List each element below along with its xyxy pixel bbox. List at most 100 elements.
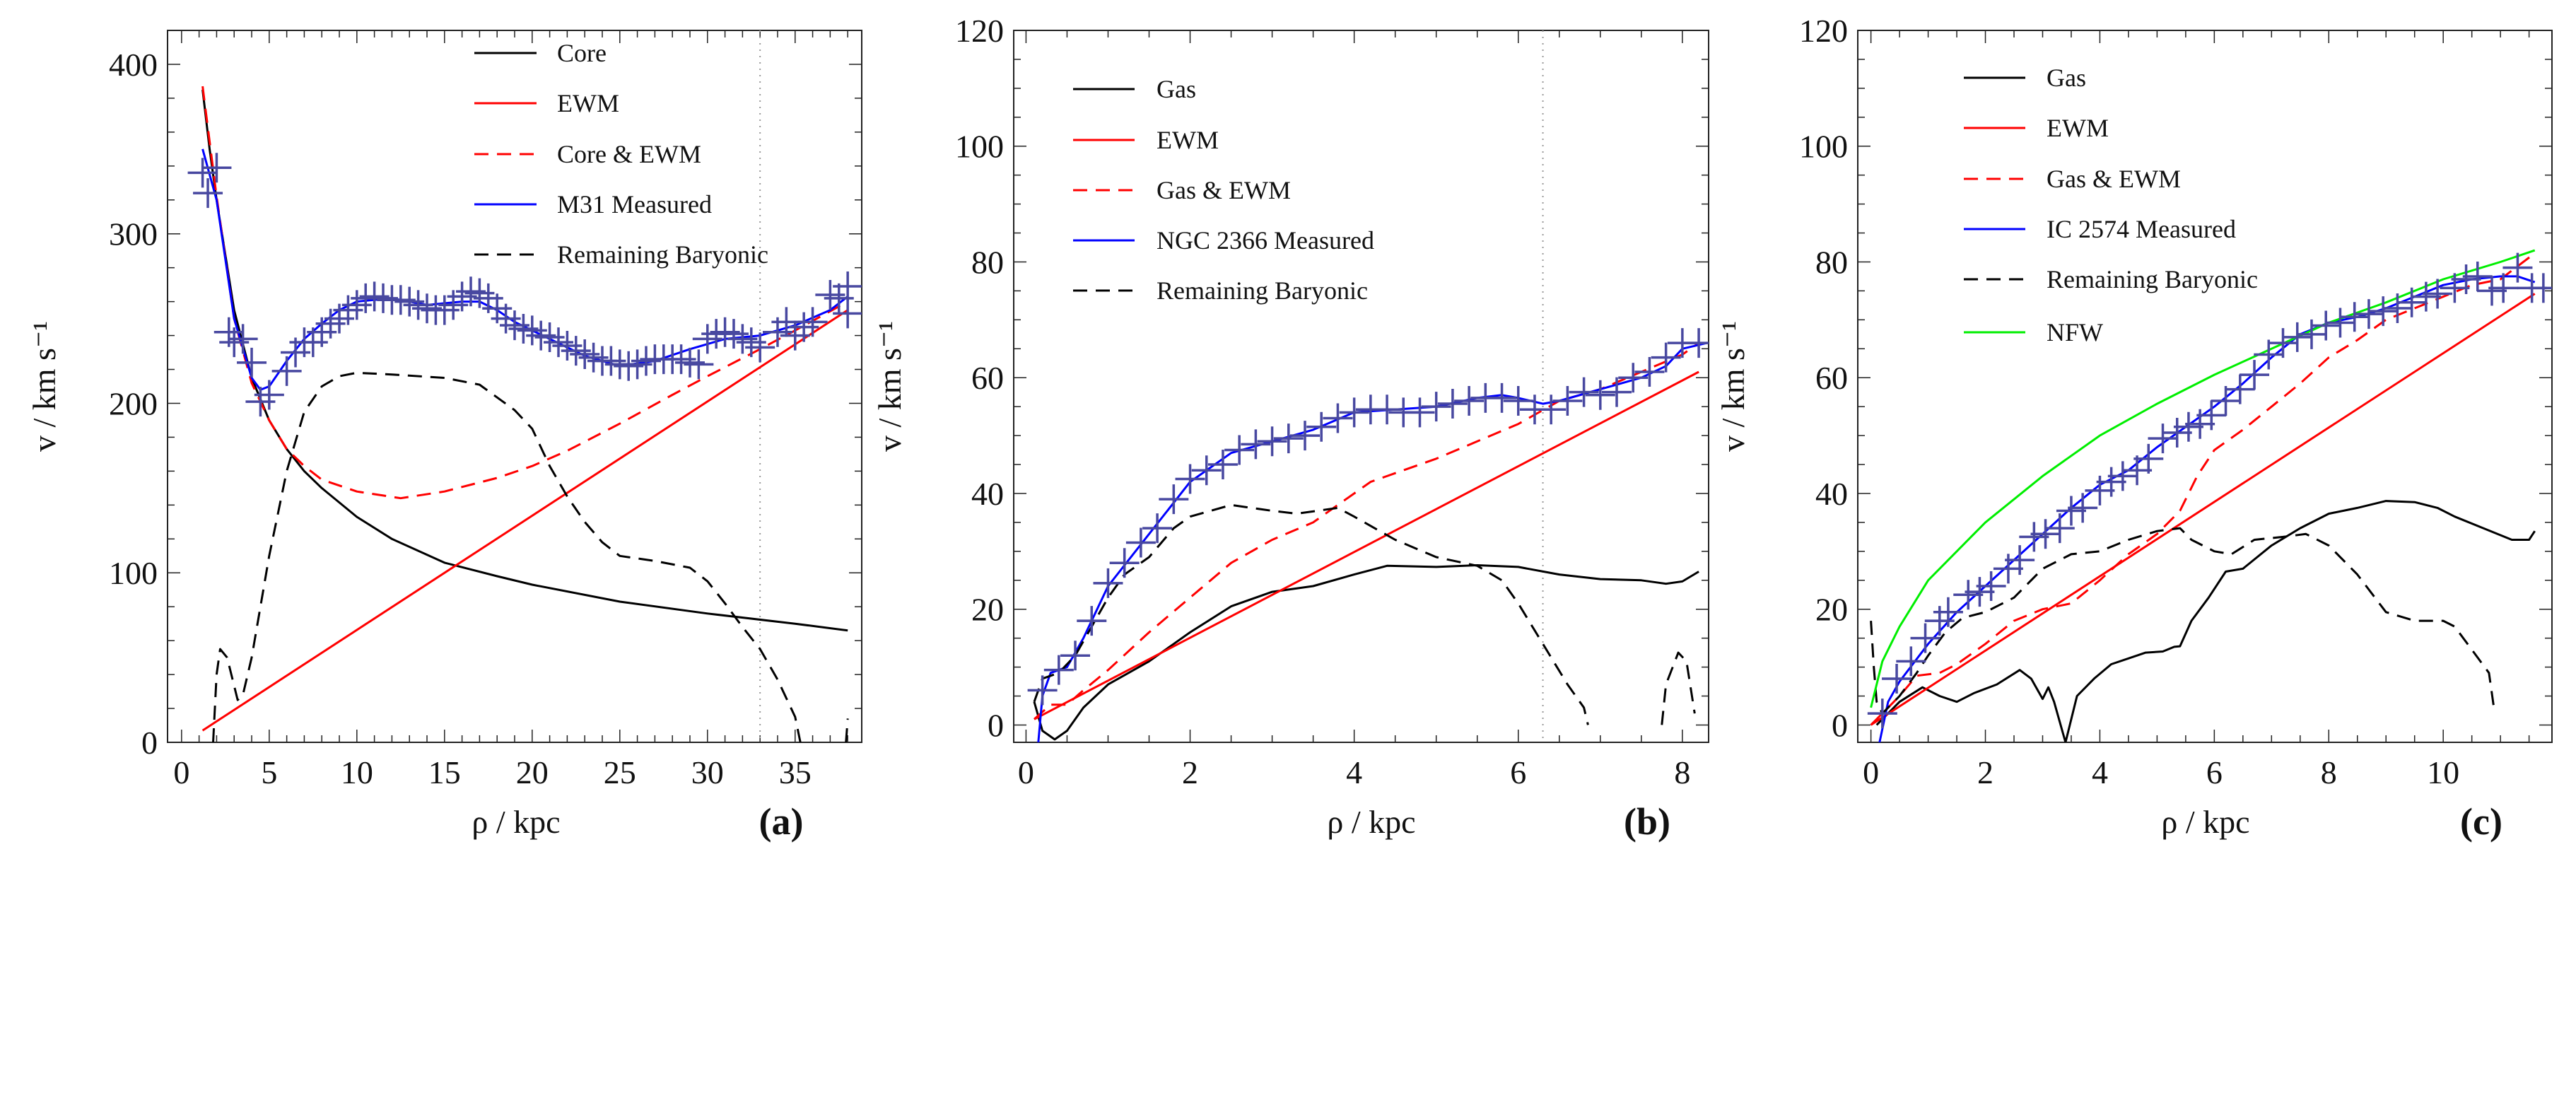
- series-line-nfw: [1870, 249, 2536, 708]
- y-tick-label: 0: [141, 725, 158, 761]
- x-tick-label: 35: [779, 754, 812, 790]
- series-line-ewm: [201, 309, 849, 732]
- x-tick-label: 8: [2321, 754, 2337, 790]
- legend-label: IC 2574 Measured: [2047, 215, 2236, 243]
- x-tick-label: 6: [1510, 754, 1526, 790]
- series-line-remaining-baryonic: [845, 718, 849, 742]
- measured-data-point: [193, 178, 223, 209]
- panel-label: (b): [1624, 800, 1670, 843]
- legend-label: Gas & EWM: [2047, 165, 2181, 193]
- measured-data-point: [2339, 302, 2370, 332]
- measured-data-point: [2173, 411, 2203, 442]
- x-tick-label: 0: [1863, 754, 1879, 790]
- measured-data-point: [2148, 423, 2178, 454]
- legend: Gas EWM Gas & EWM NGC 2366 Measured Remainin…: [1073, 75, 1374, 305]
- legend-label: Remaining Baryonic: [2047, 265, 2258, 293]
- x-tick-label: 10: [2427, 754, 2459, 790]
- y-tick-label: 200: [109, 385, 158, 421]
- y-tick-label: 120: [955, 13, 1004, 49]
- legend: Gas EWM Gas & EWM IC 2574 Measured Remaining…: [1964, 64, 2258, 346]
- y-axis-label: v / km s⁻¹: [26, 321, 62, 452]
- legend-label: EWM: [2047, 114, 2109, 142]
- measured-data-point: [1109, 548, 1140, 578]
- measured-data-point: [1634, 357, 1665, 387]
- measured-data-point: [1027, 675, 1058, 706]
- legend: Core EWM Core & EWM M31 Measured Remaining B…: [474, 39, 768, 269]
- panel-label: (a): [759, 800, 804, 843]
- y-tick-label: 20: [1815, 592, 1848, 628]
- y-tick-label: 100: [109, 555, 158, 591]
- x-tick-label: 4: [1346, 754, 1362, 790]
- measured-data-point: [745, 332, 775, 363]
- measured-data-point: [1602, 377, 1632, 407]
- measured-data-point: [2353, 299, 2384, 329]
- y-tick-label: 20: [971, 592, 1004, 628]
- measured-data-point: [2382, 293, 2413, 323]
- legend-label: Core: [557, 39, 607, 67]
- measured-data-point: [2122, 455, 2153, 486]
- measured-data-point: [228, 324, 258, 354]
- y-tick-label: 100: [1799, 129, 1848, 165]
- measured-data-point: [684, 349, 714, 380]
- measured-data-point: [1421, 392, 1451, 422]
- y-tick-label: 100: [955, 129, 1004, 165]
- measured-data-point: [1142, 513, 1173, 544]
- legend-label: M31 Measured: [557, 190, 712, 218]
- series-line-remaining-baryonic: [1870, 527, 2496, 715]
- measured-data-point: [1896, 646, 1926, 677]
- legend-label: Gas: [2047, 64, 2086, 92]
- measured-data-point: [2225, 374, 2255, 404]
- measured-data-point: [187, 158, 218, 188]
- x-axis-label: ρ / kpc: [1327, 804, 1415, 840]
- x-tick-label: 30: [691, 754, 724, 790]
- measured-data-point: [2107, 461, 2138, 491]
- measured-data-point: [1372, 394, 1403, 425]
- measured-data-point: [2030, 519, 2061, 549]
- x-tick-label: 20: [516, 754, 549, 790]
- measured-data-point: [833, 271, 862, 302]
- measured-data-point: [797, 307, 828, 337]
- measured-data-point: [2240, 360, 2270, 390]
- measured-data-point: [2096, 467, 2126, 497]
- measured-data-point: [1159, 484, 1189, 515]
- x-tick-label: 4: [2092, 754, 2108, 790]
- y-tick-label: 60: [1815, 360, 1848, 396]
- measured-data-point: [2162, 417, 2192, 448]
- measured-data-point: [1290, 421, 1320, 451]
- measured-data-point: [833, 298, 862, 329]
- y-axis-label: v / km s⁻¹: [872, 321, 908, 452]
- x-tick-label: 2: [1182, 754, 1198, 790]
- measured-data-point: [1175, 464, 1205, 494]
- measured-data-point: [2068, 493, 2098, 523]
- measured-data-point: [271, 356, 302, 386]
- measured-data-point: [1569, 377, 1599, 407]
- y-tick-label: 400: [109, 47, 158, 83]
- measured-data-point: [1965, 577, 1995, 607]
- legend-label: Gas & EWM: [1157, 176, 1291, 204]
- x-tick-label: 2: [1977, 754, 1994, 790]
- series-line-ewm: [1870, 293, 2536, 726]
- measured-data-point: [1618, 363, 1649, 393]
- x-tick-label: 0: [173, 754, 189, 790]
- measured-data-point: [2423, 279, 2453, 309]
- series-line-gas: [1033, 564, 1699, 741]
- measured-data-point: [1437, 389, 1468, 419]
- x-axis-label: ρ / kpc: [472, 804, 560, 840]
- measured-data-point: [1323, 403, 1353, 433]
- legend-label: EWM: [1157, 126, 1219, 154]
- series-line-remaining-baryonic: [212, 371, 802, 742]
- measured-data-point: [1487, 382, 1517, 413]
- measured-data-point: [1454, 385, 1485, 416]
- y-axis-label: v / km s⁻¹: [1715, 321, 1751, 452]
- measured-data-point: [2311, 310, 2341, 341]
- measured-data-point: [2368, 296, 2399, 327]
- legend-label: Remaining Baryonic: [557, 240, 768, 269]
- measured-data-point: [2133, 443, 2164, 474]
- measured-data-point: [1043, 655, 1074, 685]
- plot-area: [187, 30, 862, 742]
- measured-data-point: [1953, 580, 1984, 610]
- series-line-ewm: [1034, 370, 1699, 720]
- measured-data-point: [2451, 264, 2481, 295]
